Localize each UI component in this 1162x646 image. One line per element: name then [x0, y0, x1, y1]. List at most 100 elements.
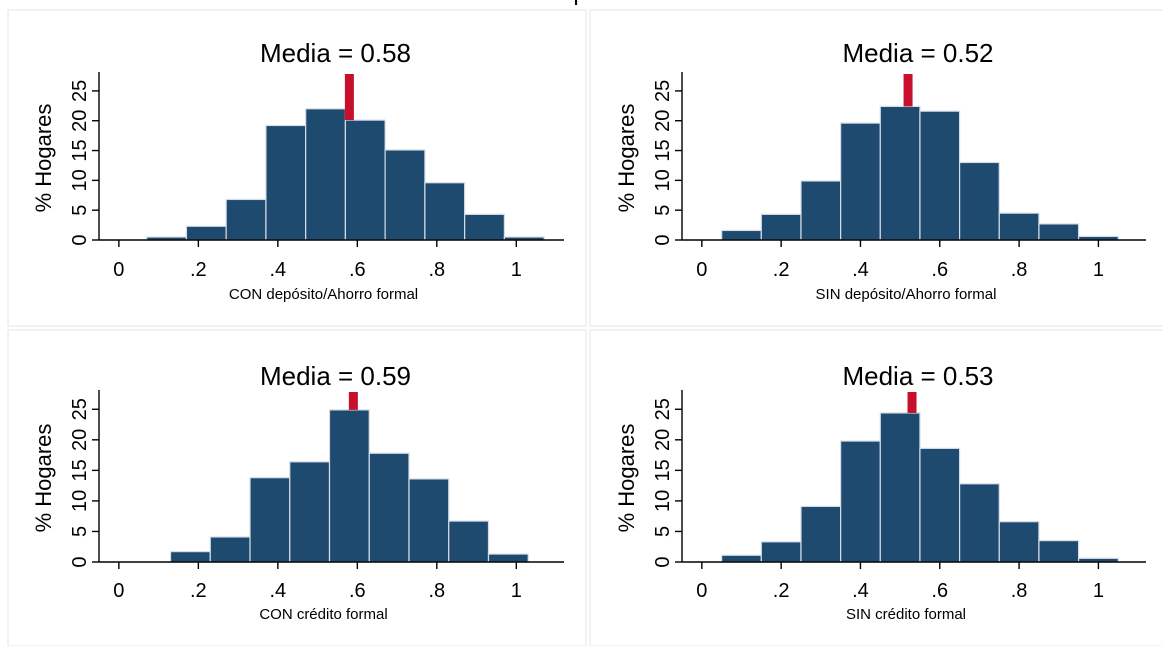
- histogram-bar: [919, 447, 961, 563]
- x-tick-label: .2: [773, 580, 790, 602]
- x-tick-label: .2: [190, 259, 207, 281]
- histogram-bar: [879, 105, 921, 241]
- y-tick-label: 5: [69, 526, 91, 537]
- histogram-bar: [721, 229, 762, 241]
- histogram-bar: [185, 225, 227, 241]
- histogram-bar: [265, 124, 307, 241]
- x-tick-label: .6: [349, 259, 366, 281]
- histogram-bar: [1038, 223, 1080, 241]
- y-axis-label: % Hogares: [31, 104, 56, 213]
- histogram-bar: [1038, 540, 1080, 563]
- y-tick-label: 25: [69, 80, 91, 102]
- x-tick-label: .8: [1011, 580, 1028, 602]
- histogram-bar: [919, 110, 961, 241]
- histogram-bar: [368, 452, 410, 563]
- y-tick-label: 15: [69, 139, 91, 161]
- histogram-bar: [998, 521, 1040, 563]
- histogram-bar: [760, 213, 802, 241]
- histogram-bar: [344, 119, 386, 241]
- y-tick-label: 0: [69, 556, 91, 567]
- y-tick-label: 10: [652, 169, 674, 191]
- y-tick-label: 10: [69, 490, 91, 512]
- y-tick-label: 20: [652, 429, 674, 451]
- y-tick-label: 15: [652, 459, 674, 481]
- x-axis-label: SIN depósito/Ahorro formal: [816, 286, 997, 303]
- y-tick-label: 10: [652, 490, 674, 512]
- x-tick-label: .6: [931, 580, 948, 602]
- y-tick-label: 20: [69, 110, 91, 132]
- x-tick-label: .2: [190, 580, 207, 602]
- y-tick-label: 20: [69, 429, 91, 451]
- x-tick-label: 0: [113, 259, 124, 281]
- x-tick-label: .6: [931, 259, 948, 281]
- histogram-bar: [448, 520, 490, 563]
- x-tick-label: .2: [773, 259, 790, 281]
- x-tick-label: 0: [696, 259, 707, 281]
- x-tick-label: 0: [696, 580, 707, 602]
- y-tick-label: 5: [69, 205, 91, 216]
- y-tick-label: 0: [652, 556, 674, 567]
- panel-title: Media = 0.59: [260, 361, 411, 391]
- x-tick-label: 1: [1093, 259, 1104, 281]
- histogram-bar: [840, 440, 881, 563]
- panel-title: Media = 0.53: [842, 361, 993, 391]
- y-tick-label: 25: [652, 398, 674, 420]
- histogram-bar: [721, 554, 762, 563]
- histogram-bar: [959, 483, 1000, 563]
- histogram-bar: [289, 461, 331, 563]
- y-tick-label: 0: [69, 234, 91, 245]
- x-tick-label: 1: [511, 259, 522, 281]
- x-tick-label: .4: [852, 580, 869, 602]
- histogram-bar: [225, 198, 267, 241]
- y-tick-label: 25: [69, 398, 91, 420]
- x-tick-label: 1: [511, 580, 522, 602]
- x-axis-label: CON crédito formal: [259, 606, 387, 623]
- histogram-bar: [169, 551, 211, 563]
- y-tick-label: 5: [652, 205, 674, 216]
- y-axis-label: % Hogares: [614, 104, 639, 213]
- histogram-bar: [879, 412, 921, 563]
- histogram-bar: [328, 409, 370, 563]
- histogram-bar: [959, 161, 1000, 241]
- y-tick-label: 25: [652, 80, 674, 102]
- histogram-bar: [800, 505, 842, 563]
- y-tick-label: 5: [652, 526, 674, 537]
- histogram-bar: [800, 180, 842, 241]
- histogram-bar: [305, 108, 347, 241]
- mean-marker: [348, 392, 358, 410]
- x-axis-label: SIN crédito formal: [846, 606, 966, 623]
- panel-title: Media = 0.58: [260, 38, 411, 68]
- y-tick-label: 0: [652, 234, 674, 245]
- x-tick-label: 0: [113, 580, 124, 602]
- x-tick-label: .4: [270, 259, 287, 281]
- mean-marker: [907, 392, 917, 413]
- x-tick-label: .8: [428, 580, 445, 602]
- x-tick-label: 1: [1093, 580, 1104, 602]
- histogram-bar: [998, 212, 1040, 241]
- figure-top-title: p: [573, 0, 586, 6]
- histogram-bar: [249, 477, 291, 563]
- x-tick-label: .4: [852, 259, 869, 281]
- histogram-bar: [464, 213, 505, 241]
- y-tick-label: 10: [69, 169, 91, 191]
- mean-marker: [903, 74, 913, 107]
- x-tick-label: .8: [428, 259, 445, 281]
- histogram-bar: [384, 149, 426, 241]
- y-tick-label: 15: [69, 459, 91, 481]
- x-tick-label: .4: [270, 580, 287, 602]
- histogram-bar: [840, 122, 881, 241]
- y-tick-label: 15: [652, 139, 674, 161]
- mean-marker: [344, 74, 354, 121]
- y-axis-label: % Hogares: [31, 424, 56, 533]
- y-axis-label: % Hogares: [614, 424, 639, 533]
- x-tick-label: .8: [1011, 259, 1028, 281]
- x-tick-label: .6: [349, 580, 366, 602]
- histogram-bar: [209, 536, 251, 563]
- y-tick-label: 20: [652, 110, 674, 132]
- histogram-bar: [408, 478, 450, 563]
